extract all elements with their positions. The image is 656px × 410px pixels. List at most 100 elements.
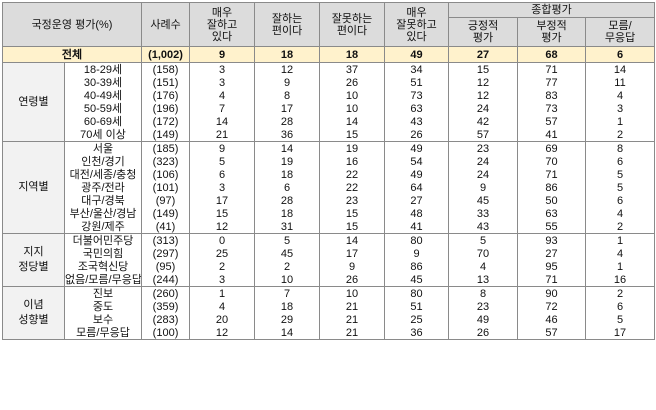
row-value: 43 <box>448 220 519 234</box>
row-value: 26 <box>448 326 519 340</box>
row-value: 12 <box>189 326 256 340</box>
group-label-text: 이념 성향별 <box>18 299 49 326</box>
row-sample-size: (176) <box>141 89 191 102</box>
row-value: 80 <box>384 233 450 247</box>
row-sample-size: (149) <box>141 207 191 220</box>
row-value: 41 <box>517 128 587 142</box>
row-value: 12 <box>448 76 519 89</box>
row-value: 20 <box>189 313 256 326</box>
row-value: 22 <box>319 181 386 194</box>
row-sample-size: (323) <box>141 155 191 168</box>
row-value: 12 <box>189 220 256 234</box>
row-value: 4 <box>189 300 256 313</box>
table-row: 대전/세종/충청 (106) 6 18 22 49 24 71 5 <box>3 168 656 181</box>
row-value: 36 <box>384 326 450 340</box>
row-value: 22 <box>319 168 386 181</box>
row-value: 6 <box>585 155 656 168</box>
row-value: 42 <box>448 115 519 128</box>
row-value: 36 <box>254 128 321 142</box>
row-value: 1 <box>585 233 656 247</box>
poll-table: 국정운영 평가(%) 사례수 매우 잘하고 있다 잘하는 편이다 잘못하는 편이… <box>1 2 656 340</box>
row-sample-size: (95) <box>141 260 191 273</box>
total-value: 27 <box>448 46 519 63</box>
row-label: 진보 <box>63 286 143 300</box>
row-label: 50-59세 <box>63 102 143 115</box>
row-value: 5 <box>585 168 656 181</box>
table-row: 강원/제주 (41) 12 31 15 41 43 55 2 <box>3 220 656 234</box>
row-value: 90 <box>517 286 587 300</box>
row-value: 86 <box>384 260 450 273</box>
row-value: 19 <box>254 155 321 168</box>
row-value: 45 <box>448 194 519 207</box>
row-label: 대전/세종/충청 <box>63 168 143 181</box>
row-value: 2 <box>585 220 656 234</box>
row-value: 83 <box>517 89 587 102</box>
row-value: 23 <box>448 300 519 313</box>
table-row: 지역별 서울 (185) 9 14 19 49 23 69 8 <box>2 141 656 234</box>
row-value: 21 <box>319 300 386 313</box>
header-very-good: 매우 잘하고 있다 <box>189 2 256 47</box>
row-sample-size: (244) <box>141 273 191 287</box>
row-value: 27 <box>384 194 450 207</box>
table-row: 인천/경기 (323) 5 19 16 54 24 70 6 <box>3 155 656 168</box>
row-sample-size: (97) <box>141 194 191 207</box>
row-label: 조국혁신당 <box>63 260 143 273</box>
row-value: 14 <box>319 115 386 128</box>
row-value: 24 <box>448 102 519 115</box>
table-row: 지지 정당별 더불어민주당 (313) 0 5 14 80 5 93 1 <box>2 233 656 287</box>
group-label: 이념 성향별 <box>2 286 65 340</box>
row-value: 57 <box>517 115 587 128</box>
total-value: 18 <box>319 46 386 63</box>
row-value: 3 <box>189 181 256 194</box>
total-value: 6 <box>585 46 656 63</box>
table-row: 연령별 18-29세 (158) 3 12 37 34 15 71 14 <box>2 62 656 142</box>
row-value: 9 <box>319 260 386 273</box>
row-label: 부산/울산/경남 <box>63 207 143 220</box>
row-value: 70 <box>517 155 587 168</box>
row-value: 49 <box>384 141 450 155</box>
group-label: 지지 정당별 <box>2 233 65 287</box>
row-sample-size: (313) <box>141 233 191 247</box>
row-value: 72 <box>517 300 587 313</box>
row-value: 16 <box>319 155 386 168</box>
row-value: 21 <box>189 128 256 142</box>
table-row: 광주/전라 (101) 3 6 22 64 9 86 5 <box>3 181 656 194</box>
total-row: 전체 (1,002) 9 18 18 49 27 68 6 <box>1 46 656 63</box>
row-value: 73 <box>384 89 450 102</box>
row-value: 57 <box>448 128 519 142</box>
row-value: 14 <box>254 326 321 340</box>
group-label-text: 연령별 <box>18 95 49 108</box>
header-positive: 긍정적 평가 <box>448 17 519 47</box>
table-row: 보수 (283) 20 29 21 25 49 46 5 <box>3 313 656 326</box>
group-label-text: 지역별 <box>18 181 49 193</box>
header-sample-size: 사례수 <box>141 2 191 47</box>
row-value: 93 <box>517 233 587 247</box>
row-label: 보수 <box>63 313 143 326</box>
group-label: 연령별 <box>2 62 65 142</box>
table-row: 중도 (359) 4 18 21 51 23 72 6 <box>3 300 656 313</box>
row-value: 46 <box>517 313 587 326</box>
row-value: 37 <box>319 62 386 76</box>
row-value: 70 <box>448 247 519 260</box>
row-value: 17 <box>189 194 256 207</box>
row-value: 73 <box>517 102 587 115</box>
table-row: 부산/울산/경남 (149) 15 18 15 48 33 63 4 <box>3 207 656 220</box>
row-value: 12 <box>254 62 321 76</box>
row-value: 10 <box>254 273 321 287</box>
row-sample-size: (172) <box>141 115 191 128</box>
row-label: 60-69세 <box>63 115 143 128</box>
group-label-text: 지지 정당별 <box>18 246 49 273</box>
row-label: 70세 이상 <box>63 128 143 142</box>
row-value: 95 <box>517 260 587 273</box>
row-value: 21 <box>319 326 386 340</box>
row-label: 없음/모름/무응답 <box>63 273 143 287</box>
row-value: 15 <box>189 207 256 220</box>
table-body: 전체 (1,002) 9 18 18 49 27 68 6 연령별 18-29세(… <box>1 46 656 340</box>
row-value: 4 <box>585 89 656 102</box>
row-value: 2 <box>585 128 656 142</box>
row-value: 14 <box>585 62 656 76</box>
table-row: 30-39세 (151) 3 9 26 51 12 77 11 <box>3 76 656 89</box>
row-value: 5 <box>189 155 256 168</box>
table-row: 모름/무응답 (100) 12 14 21 36 26 57 17 <box>3 326 656 340</box>
row-label: 국민의힘 <box>63 247 143 260</box>
